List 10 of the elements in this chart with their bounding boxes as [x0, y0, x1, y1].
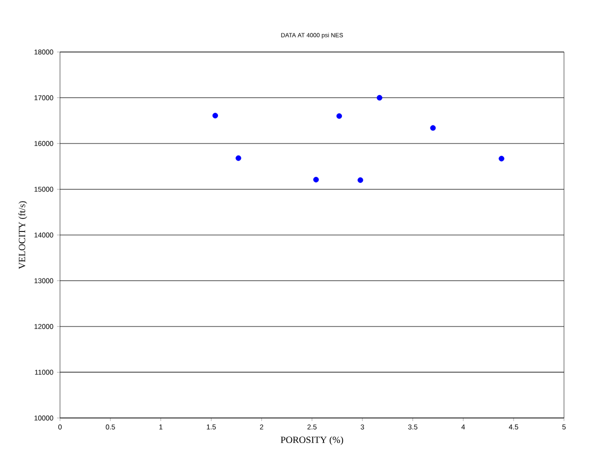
point: [236, 155, 242, 161]
y-axis-title: VELOCITY (ft/s): [18, 201, 28, 270]
x-axis-title: POROSITY (%): [280, 436, 344, 445]
point: [376, 94, 382, 101]
point: [358, 177, 364, 183]
point: [212, 112, 218, 118]
point: [313, 176, 319, 182]
point: [336, 113, 342, 119]
point: [498, 156, 504, 162]
point: [430, 125, 436, 131]
